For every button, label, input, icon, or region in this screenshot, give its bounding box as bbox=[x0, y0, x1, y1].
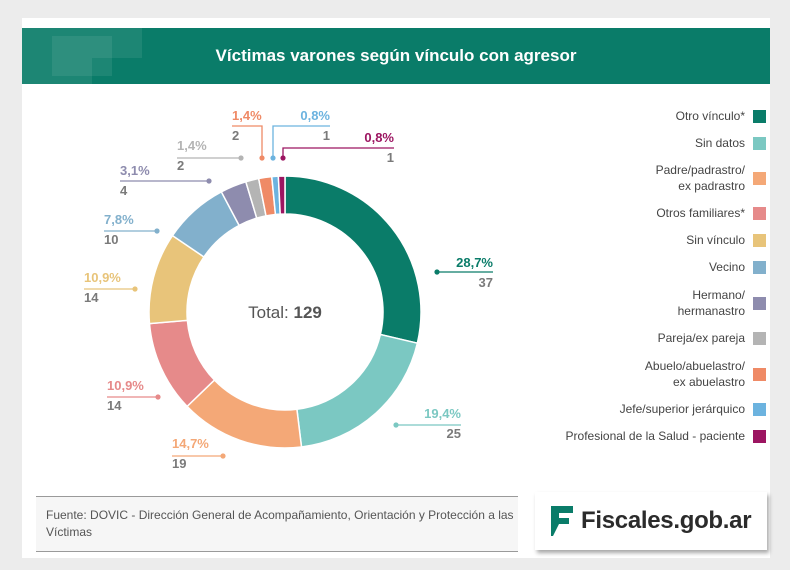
legend-label-line: Otro vínculo* bbox=[675, 109, 745, 123]
legend-label: Jefe/superior jerárquico bbox=[620, 401, 745, 417]
percent-label-2: 14,7% bbox=[172, 436, 209, 451]
legend-label-line: hermanastro bbox=[677, 304, 745, 318]
count-label-5: 10 bbox=[104, 232, 118, 247]
slice-1 bbox=[296, 333, 419, 448]
fiscales-flag-icon bbox=[551, 506, 573, 536]
fiscales-logo: Fiscales.gob.ar bbox=[535, 492, 767, 550]
legend-item: Otro vínculo* bbox=[676, 108, 766, 124]
count-label-3: 14 bbox=[107, 398, 122, 413]
percent-label-8: 1,4% bbox=[232, 108, 262, 123]
legend-item: Hermano/hermanastro bbox=[678, 287, 766, 319]
leader-dot-8 bbox=[259, 155, 265, 161]
legend-item: Profesional de la Salud - paciente bbox=[566, 428, 766, 444]
legend-swatch bbox=[753, 233, 766, 247]
source-text: Fuente: DOVIC - Dirección General de Aco… bbox=[46, 508, 514, 539]
legend-label-line: ex abuelastro bbox=[672, 375, 745, 389]
percent-label-4: 10,9% bbox=[84, 270, 121, 285]
legend-label-line: Sin datos bbox=[694, 136, 745, 150]
count-label-0: 37 bbox=[479, 275, 493, 290]
legend-item: Otros familiares* bbox=[656, 205, 766, 221]
legend-label-line: Hermano/ bbox=[692, 288, 745, 302]
center-total: Total: 129 bbox=[248, 303, 322, 322]
leader-dot-2 bbox=[220, 453, 226, 459]
legend-label: Profesional de la Salud - paciente bbox=[566, 428, 745, 444]
legend-swatch bbox=[753, 109, 766, 123]
legend-label: Otros familiares* bbox=[656, 205, 745, 221]
legend-swatch bbox=[753, 402, 766, 416]
legend-label: Otro vínculo* bbox=[676, 108, 745, 124]
legend-swatch bbox=[753, 136, 766, 150]
leader-dot-0 bbox=[434, 269, 440, 275]
legend-label: Hermano/hermanastro bbox=[678, 287, 745, 319]
percent-label-6: 3,1% bbox=[120, 163, 150, 178]
legend-swatch bbox=[753, 331, 766, 345]
leader-dot-4 bbox=[132, 286, 138, 292]
count-label-2: 19 bbox=[172, 456, 186, 471]
legend-label: Vecino bbox=[709, 259, 745, 275]
legend-label-line: Sin vínculo bbox=[686, 233, 745, 247]
percent-label-1: 19,4% bbox=[424, 406, 461, 421]
leader-line-10 bbox=[282, 147, 394, 158]
leader-dot-9 bbox=[270, 155, 276, 161]
legend-item: Abuelo/abuelastro/ex abuelastro bbox=[645, 358, 766, 390]
count-label-8: 2 bbox=[232, 128, 239, 143]
legend-swatch bbox=[753, 206, 766, 220]
percent-label-0: 28,7% bbox=[456, 255, 493, 270]
legend-label-line: Vecino bbox=[708, 260, 745, 274]
percent-label-5: 7,8% bbox=[104, 212, 134, 227]
legend-label-line: Pareja/ex pareja bbox=[657, 331, 745, 345]
leader-dot-1 bbox=[393, 422, 399, 428]
legend-swatch bbox=[753, 429, 766, 443]
legend-label: Abuelo/abuelastro/ex abuelastro bbox=[645, 358, 745, 390]
legend-label: Pareja/ex pareja bbox=[658, 330, 745, 346]
legend-swatch bbox=[753, 367, 766, 381]
legend-item: Vecino bbox=[709, 259, 766, 275]
count-label-1: 25 bbox=[447, 426, 461, 441]
legend-label-line: ex padrastro bbox=[678, 179, 745, 193]
legend-label-line: Padre/padrastro/ bbox=[655, 163, 745, 177]
center-total-label: Total: bbox=[248, 303, 293, 322]
count-label-6: 4 bbox=[120, 183, 128, 198]
legend-item: Padre/padrastro/ex padrastro bbox=[656, 162, 766, 194]
legend-label-line: Jefe/superior jerárquico bbox=[619, 402, 745, 416]
legend-swatch bbox=[753, 296, 766, 310]
legend-swatch bbox=[753, 260, 766, 274]
legend-label: Sin datos bbox=[695, 135, 745, 151]
count-label-10: 1 bbox=[387, 150, 394, 165]
percent-label-9: 0,8% bbox=[300, 108, 330, 123]
leader-dot-6 bbox=[206, 178, 212, 184]
percent-label-10: 0,8% bbox=[364, 130, 394, 145]
count-label-4: 14 bbox=[84, 290, 99, 305]
legend-item: Sin datos bbox=[695, 135, 766, 151]
slice-10 bbox=[277, 175, 286, 215]
legend-item: Pareja/ex pareja bbox=[658, 330, 766, 346]
count-label-7: 2 bbox=[177, 158, 184, 173]
leader-line-8 bbox=[232, 125, 263, 158]
leader-dot-7 bbox=[238, 155, 244, 161]
logo-text: Fiscales.gob.ar bbox=[581, 507, 752, 534]
percent-label-3: 10,9% bbox=[107, 378, 144, 393]
legend-item: Sin vínculo bbox=[686, 232, 766, 248]
legend-label: Padre/padrastro/ex padrastro bbox=[656, 162, 745, 194]
count-label-9: 1 bbox=[323, 128, 330, 143]
leader-line-9 bbox=[272, 125, 330, 158]
leader-dot-5 bbox=[154, 228, 160, 234]
source-note: Fuente: DOVIC - Dirección General de Aco… bbox=[36, 496, 518, 552]
legend-label-line: Otros familiares* bbox=[656, 206, 745, 220]
leader-dot-3 bbox=[155, 394, 161, 400]
header-bar: Víctimas varones según vínculo con agres… bbox=[22, 28, 770, 84]
percent-label-7: 1,4% bbox=[177, 138, 207, 153]
legend-item: Jefe/superior jerárquico bbox=[620, 401, 766, 417]
legend-swatch bbox=[753, 171, 766, 185]
legend-label: Sin vínculo bbox=[686, 232, 745, 248]
leader-dot-10 bbox=[280, 155, 286, 161]
legend-label-line: Profesional de la Salud - paciente bbox=[565, 429, 745, 443]
chart-title: Víctimas varones según vínculo con agres… bbox=[215, 46, 577, 65]
center-total-value: 129 bbox=[293, 303, 321, 322]
legend-label-line: Abuelo/abuelastro/ bbox=[644, 359, 745, 373]
